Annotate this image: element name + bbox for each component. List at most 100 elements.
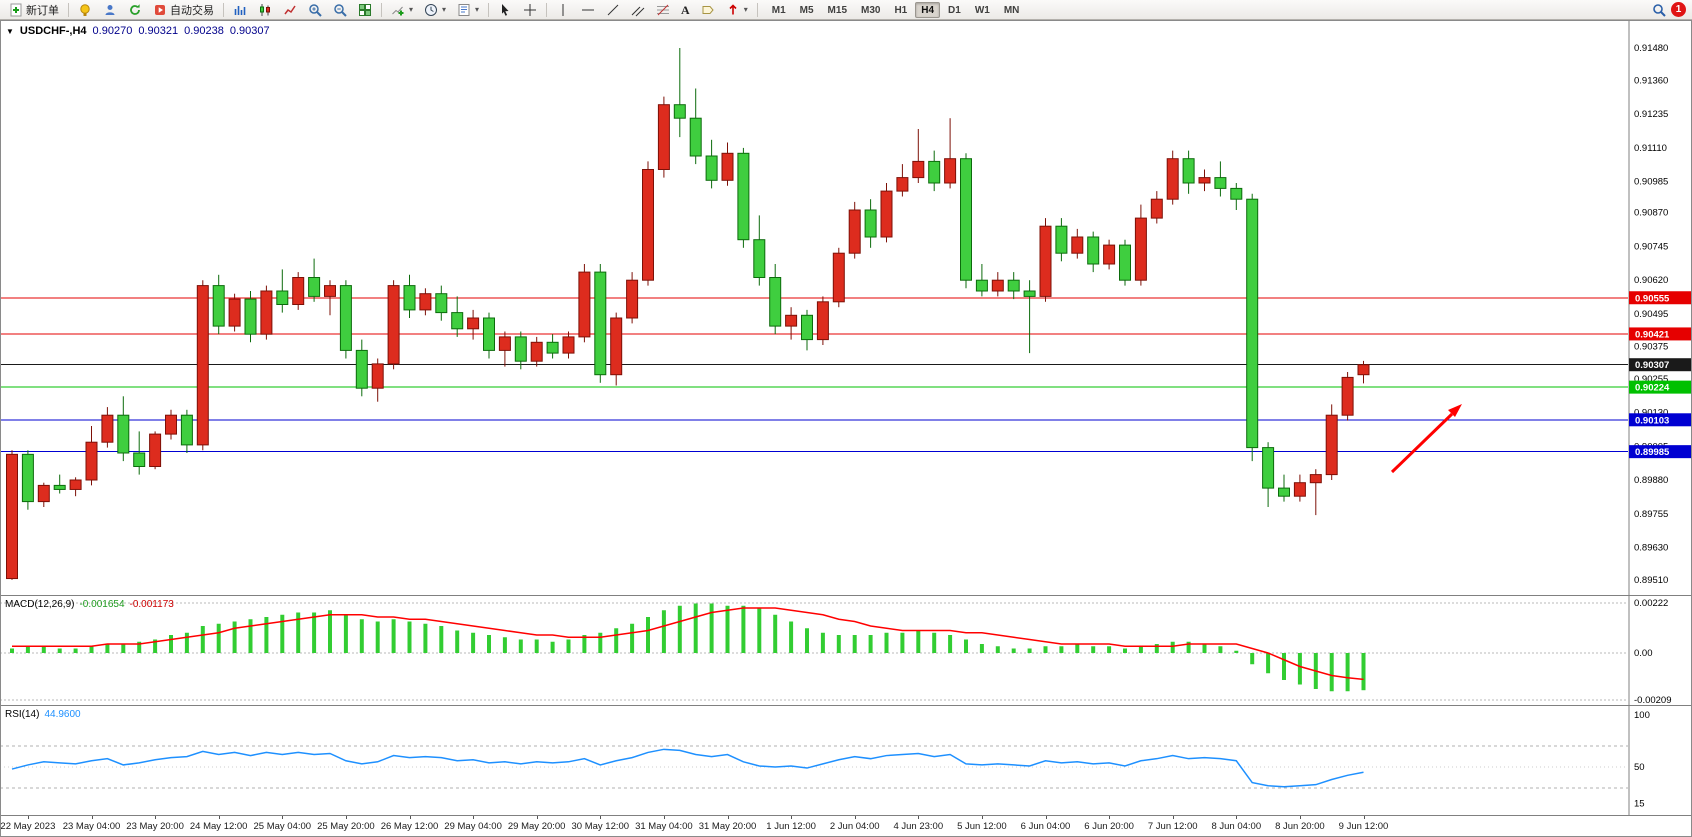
templates-button[interactable]: ▾	[452, 1, 484, 19]
candle[interactable]	[1119, 244, 1131, 281]
candle[interactable]	[180, 414, 193, 446]
candle[interactable]	[387, 285, 400, 365]
candle[interactable]	[355, 349, 368, 389]
candle[interactable]	[324, 285, 336, 297]
candle[interactable]	[737, 152, 750, 241]
candle[interactable]	[896, 177, 909, 192]
candle[interactable]	[1134, 217, 1147, 281]
candle[interactable]	[101, 414, 114, 443]
candle[interactable]	[498, 336, 511, 351]
candle[interactable]	[960, 158, 972, 281]
candle[interactable]	[1309, 474, 1322, 484]
candle[interactable]	[483, 317, 495, 351]
candle[interactable]	[626, 279, 639, 319]
candle[interactable]	[260, 290, 273, 335]
crosshair-button[interactable]	[518, 1, 542, 19]
macd-panel[interactable]: 0.00222 0.00 -0.00209	[0, 596, 1692, 705]
rsi-panel[interactable]: 100 50 15	[0, 706, 1692, 815]
candle[interactable]	[753, 239, 766, 278]
timeframe-button-D1[interactable]: D1	[948, 4, 961, 16]
candle[interactable]	[864, 209, 877, 238]
cursor-button[interactable]	[493, 1, 517, 19]
candle[interactable]	[69, 479, 82, 490]
candle[interactable]	[1087, 236, 1100, 265]
market-watch-button[interactable]	[73, 1, 97, 19]
horizontal-line-tool-button[interactable]	[576, 1, 600, 19]
candle[interactable]	[1341, 376, 1354, 416]
candle[interactable]	[801, 314, 813, 341]
chart-dropdown-icon[interactable]: ▼	[6, 26, 14, 36]
candle[interactable]	[785, 314, 798, 327]
time-axis[interactable]: 22 May 2023 23 May 04:00 23 May 20:00 24 Ma…	[0, 816, 1692, 837]
navigator-button[interactable]	[98, 1, 122, 19]
candle[interactable]	[1293, 482, 1306, 497]
timeframe-button-M5[interactable]: M5	[799, 4, 814, 16]
line-chart-button[interactable]	[278, 1, 302, 19]
candle[interactable]	[642, 169, 654, 281]
candle[interactable]	[1071, 236, 1084, 254]
candle[interactable]	[1103, 244, 1116, 265]
candle[interactable]	[451, 312, 464, 330]
candle[interactable]	[117, 414, 130, 454]
zoom-in-button[interactable]	[303, 1, 327, 19]
candle[interactable]	[705, 155, 718, 181]
candle[interactable]	[530, 341, 543, 362]
search-icon[interactable]	[1652, 3, 1666, 17]
candle[interactable]	[975, 279, 988, 292]
candle[interactable]	[467, 317, 480, 330]
candle[interactable]	[1325, 414, 1338, 476]
candle[interactable]	[578, 271, 591, 338]
candle[interactable]	[1230, 187, 1243, 200]
periods-button[interactable]: ▾	[419, 1, 451, 19]
candle[interactable]	[228, 298, 241, 327]
candle[interactable]	[1246, 198, 1259, 449]
candle[interactable]	[21, 453, 34, 503]
candle[interactable]	[85, 441, 98, 481]
trendline-tool-button[interactable]	[601, 1, 625, 19]
tile-windows-button[interactable]	[353, 1, 377, 19]
new-order-button[interactable]: 新订单	[4, 1, 64, 19]
text-tool-button[interactable]: A	[676, 1, 695, 19]
candle[interactable]	[133, 452, 146, 467]
candle[interactable]	[769, 277, 782, 327]
indicators-button[interactable]: ▾	[386, 1, 418, 19]
candle[interactable]	[371, 363, 384, 389]
candle[interactable]	[594, 271, 607, 376]
channel-tool-button[interactable]	[626, 1, 650, 19]
candle[interactable]	[212, 285, 225, 327]
refresh-button[interactable]	[123, 1, 147, 19]
candle[interactable]	[1198, 177, 1211, 184]
candle[interactable]	[37, 484, 50, 503]
candle[interactable]	[944, 158, 957, 184]
candle[interactable]	[1278, 487, 1290, 497]
candle[interactable]	[292, 277, 305, 305]
candle[interactable]	[880, 190, 893, 238]
candle[interactable]	[435, 293, 448, 314]
timeframe-button-M30[interactable]: M30	[861, 4, 881, 16]
timeframe-button-M15[interactable]: M15	[827, 4, 847, 16]
zoom-out-button[interactable]	[328, 1, 352, 19]
candle[interactable]	[1039, 225, 1052, 297]
timeframe-button-MN[interactable]: MN	[1003, 4, 1020, 16]
main-chart-plot[interactable]: 0.91480 0.91360 0.91235 0.91110 0.90985 0.908…	[0, 20, 1692, 595]
candle[interactable]	[721, 152, 734, 181]
timeframe-button-H4[interactable]: H4	[915, 1, 941, 18]
autotrading-button[interactable]: 自动交易	[148, 1, 219, 19]
candlestick-chart-button[interactable]	[253, 1, 277, 19]
candle[interactable]	[1150, 198, 1163, 219]
candle[interactable]	[546, 341, 559, 354]
panel-separator[interactable]	[0, 705, 1692, 706]
notification-badge[interactable]: 1	[1671, 2, 1686, 17]
candle[interactable]	[149, 433, 162, 468]
candle[interactable]	[196, 285, 209, 446]
candle[interactable]	[1023, 290, 1036, 297]
candle[interactable]	[514, 336, 527, 362]
candle[interactable]	[928, 160, 941, 184]
arrows-tool-button[interactable]: ▾	[721, 1, 753, 19]
candle[interactable]	[991, 279, 1004, 292]
candle[interactable]	[1262, 447, 1275, 489]
text-label-tool-button[interactable]	[696, 1, 720, 19]
candle[interactable]	[308, 277, 321, 297]
candle[interactable]	[339, 285, 352, 351]
bar-chart-button[interactable]	[228, 1, 252, 19]
